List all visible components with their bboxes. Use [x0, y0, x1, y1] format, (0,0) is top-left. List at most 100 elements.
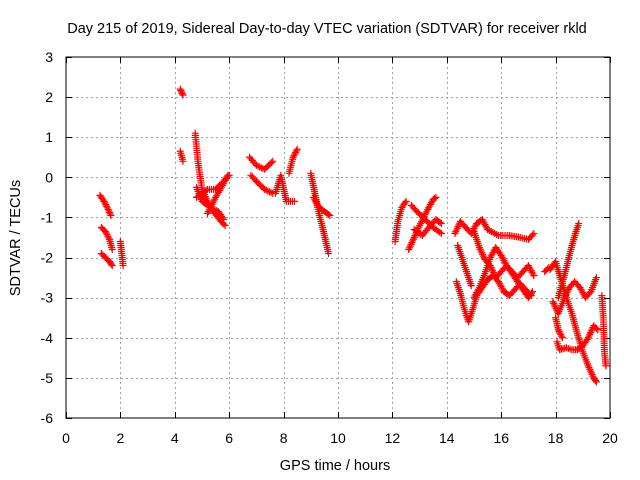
data-point — [561, 294, 569, 302]
x-tick-label: 12 — [385, 430, 401, 446]
data-point — [267, 159, 275, 167]
data-point — [560, 296, 568, 304]
data-point — [592, 324, 600, 332]
data-point — [289, 153, 297, 161]
data-point — [558, 334, 566, 342]
data-point — [587, 369, 595, 377]
data-point — [402, 197, 410, 205]
data-point — [292, 147, 300, 155]
y-tick-label: -1 — [41, 209, 54, 225]
data-point — [220, 215, 228, 223]
data-point — [104, 232, 112, 240]
data-point — [530, 229, 538, 237]
data-point — [219, 214, 227, 222]
data-points — [96, 85, 610, 386]
data-point — [100, 197, 108, 205]
data-point — [401, 199, 409, 207]
data-point — [556, 329, 564, 337]
data-point — [452, 228, 460, 236]
data-point — [561, 292, 569, 300]
data-point — [267, 189, 275, 197]
data-point — [551, 303, 559, 311]
data-point — [552, 305, 560, 313]
data-point — [224, 171, 232, 179]
y-tick-label: 0 — [45, 169, 53, 185]
data-point — [594, 326, 602, 334]
axis-ticks — [66, 57, 611, 419]
data-point — [557, 331, 565, 339]
y-axis-label: SDTVAR / TECUs — [8, 180, 24, 296]
data-point — [107, 260, 115, 268]
data-point — [584, 362, 592, 370]
x-tick-label: 14 — [439, 430, 455, 446]
data-point — [106, 210, 114, 218]
data-point — [101, 199, 109, 207]
y-tick-label: -2 — [41, 250, 54, 266]
data-point — [451, 229, 459, 237]
data-point — [602, 362, 610, 370]
data-point — [549, 298, 557, 306]
data-point — [436, 218, 444, 226]
data-point — [558, 332, 566, 340]
data-point — [586, 289, 594, 297]
y-tick-label: 1 — [45, 129, 53, 145]
data-point — [106, 208, 114, 216]
data-point — [437, 219, 445, 227]
data-point — [108, 246, 116, 254]
data-point — [290, 152, 298, 160]
chart-title: Day 215 of 2019, Sidereal Day-to-day VTE… — [67, 21, 587, 37]
data-point — [453, 224, 461, 232]
data-point — [592, 378, 600, 386]
data-point — [566, 345, 574, 353]
data-point — [564, 287, 572, 295]
x-tick-labels: 0 2 4 6 8 10 12 14 16 18 20 — [62, 430, 618, 446]
data-point — [290, 197, 298, 205]
data-point — [105, 207, 113, 215]
data-point — [586, 330, 594, 338]
x-tick-label: 16 — [493, 430, 509, 446]
y-tick-labels: -6 -5 -4 -3 -2 -1 0 1 2 3 — [41, 49, 54, 426]
data-point — [254, 162, 262, 170]
data-point — [415, 223, 423, 231]
x-tick-label: 0 — [62, 430, 70, 446]
data-point — [543, 265, 551, 273]
data-point — [407, 240, 415, 248]
data-point — [479, 252, 487, 260]
data-point — [585, 332, 593, 340]
data-point — [408, 239, 416, 247]
x-tick-label: 20 — [602, 430, 618, 446]
x-tick-label: 2 — [117, 430, 125, 446]
data-point — [489, 268, 497, 276]
y-tick-label: 2 — [45, 89, 53, 105]
data-point — [476, 245, 484, 253]
data-point — [324, 210, 332, 218]
data-point — [592, 274, 600, 282]
data-point — [555, 327, 563, 335]
data-point — [554, 326, 562, 334]
data-point — [101, 227, 109, 235]
data-point — [406, 242, 414, 250]
data-point — [410, 234, 418, 241]
data-point — [103, 202, 111, 210]
data-point — [103, 231, 111, 239]
data-point — [178, 90, 186, 98]
x-tick-label: 6 — [225, 430, 233, 446]
data-point — [269, 157, 277, 165]
data-point — [176, 85, 184, 93]
x-tick-label: 18 — [548, 430, 564, 446]
data-point — [586, 365, 594, 373]
y-tick-label: -6 — [41, 410, 54, 426]
data-point — [264, 187, 272, 195]
data-point — [575, 219, 583, 227]
data-point — [550, 301, 558, 309]
data-point — [529, 270, 537, 278]
data-point — [527, 289, 535, 297]
data-point — [479, 250, 487, 258]
data-point — [252, 161, 260, 169]
data-point — [475, 244, 483, 252]
data-point — [179, 157, 187, 165]
x-axis-label: GPS time / hours — [280, 458, 390, 474]
data-point — [475, 285, 483, 293]
data-point — [119, 262, 127, 270]
